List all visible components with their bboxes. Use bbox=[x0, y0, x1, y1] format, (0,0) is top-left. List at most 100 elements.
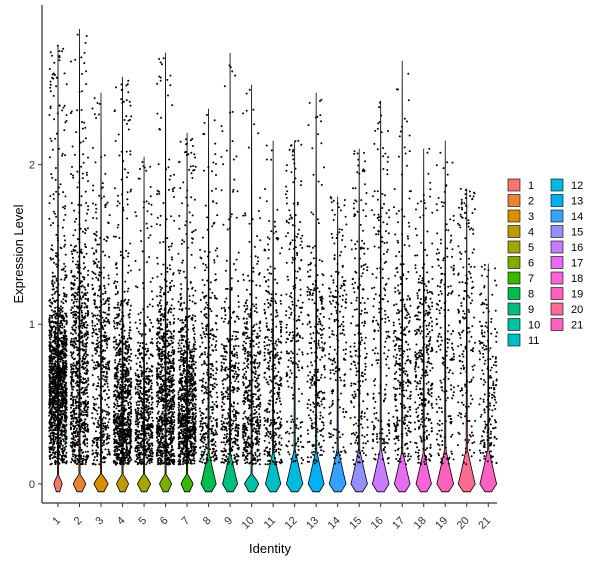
data-point bbox=[157, 426, 160, 429]
data-point bbox=[151, 277, 154, 280]
data-point bbox=[70, 363, 72, 366]
data-point bbox=[62, 315, 65, 318]
data-point bbox=[99, 346, 102, 349]
data-point bbox=[125, 360, 128, 363]
data-point bbox=[168, 458, 171, 461]
data-point bbox=[126, 415, 129, 418]
data-point bbox=[49, 437, 52, 439]
data-point bbox=[63, 446, 66, 449]
data-point bbox=[92, 327, 94, 330]
data-point bbox=[100, 420, 103, 423]
data-point bbox=[159, 337, 162, 340]
data-point bbox=[119, 463, 122, 466]
data-point bbox=[113, 460, 116, 463]
data-point bbox=[74, 249, 77, 252]
data-point bbox=[52, 257, 55, 260]
data-point bbox=[77, 376, 80, 378]
data-point bbox=[142, 346, 144, 349]
data-point bbox=[173, 186, 176, 189]
data-point bbox=[147, 432, 150, 435]
violin-17 bbox=[393, 60, 411, 493]
data-point bbox=[151, 305, 154, 308]
data-point bbox=[135, 438, 138, 441]
data-point bbox=[75, 310, 78, 313]
data-point bbox=[95, 230, 98, 233]
data-point bbox=[118, 360, 121, 363]
data-point bbox=[91, 341, 94, 344]
data-point bbox=[64, 154, 66, 157]
data-point bbox=[83, 409, 86, 411]
data-point bbox=[77, 349, 80, 352]
data-point bbox=[70, 382, 73, 385]
data-point bbox=[103, 383, 106, 386]
data-point bbox=[71, 326, 74, 329]
data-point bbox=[143, 377, 146, 380]
data-point bbox=[124, 168, 126, 171]
data-point bbox=[125, 449, 128, 452]
data-point bbox=[73, 275, 76, 278]
data-point bbox=[77, 307, 80, 310]
data-point bbox=[147, 405, 150, 408]
data-point bbox=[167, 94, 169, 97]
data-point bbox=[135, 435, 138, 438]
data-point bbox=[121, 372, 124, 374]
data-point bbox=[71, 364, 74, 367]
data-point bbox=[116, 273, 118, 276]
data-point bbox=[56, 455, 59, 458]
data-point bbox=[48, 359, 51, 362]
data-point bbox=[65, 323, 68, 326]
data-point bbox=[85, 174, 88, 176]
data-point bbox=[148, 427, 151, 430]
data-point bbox=[116, 380, 119, 383]
data-point bbox=[143, 449, 146, 452]
data-point bbox=[167, 245, 170, 248]
data-point bbox=[125, 115, 128, 118]
data-point bbox=[134, 431, 137, 434]
data-point bbox=[49, 418, 52, 421]
violin-16 bbox=[371, 100, 390, 493]
data-point bbox=[51, 249, 54, 252]
data-point bbox=[104, 206, 107, 209]
data-point bbox=[57, 401, 60, 404]
data-point bbox=[122, 160, 125, 163]
data-point bbox=[78, 355, 81, 357]
data-point bbox=[82, 413, 85, 416]
data-point bbox=[168, 358, 171, 361]
data-point bbox=[136, 369, 139, 372]
data-point bbox=[126, 191, 129, 194]
data-point bbox=[159, 288, 162, 291]
data-point bbox=[96, 333, 99, 336]
data-point bbox=[124, 387, 126, 390]
data-point bbox=[114, 327, 117, 330]
data-point bbox=[150, 403, 153, 406]
data-point bbox=[107, 366, 110, 369]
data-point bbox=[146, 424, 149, 427]
data-point bbox=[57, 377, 59, 380]
data-point bbox=[69, 427, 72, 430]
data-point bbox=[148, 394, 151, 397]
data-point bbox=[100, 461, 103, 464]
data-point bbox=[70, 308, 73, 311]
violin-4 bbox=[116, 76, 130, 493]
data-point bbox=[50, 309, 53, 312]
data-point bbox=[64, 405, 67, 408]
data-point bbox=[71, 446, 74, 449]
data-point bbox=[98, 354, 101, 357]
data-point bbox=[83, 428, 86, 431]
data-point bbox=[52, 397, 55, 400]
data-point bbox=[97, 375, 100, 378]
data-point bbox=[126, 438, 129, 441]
data-point bbox=[104, 254, 107, 257]
data-point bbox=[70, 365, 73, 368]
data-point bbox=[137, 442, 140, 445]
data-point bbox=[76, 443, 79, 446]
data-point bbox=[126, 217, 129, 220]
data-point bbox=[60, 410, 62, 413]
data-point bbox=[116, 367, 119, 370]
data-point bbox=[73, 425, 76, 428]
data-point bbox=[96, 266, 99, 268]
data-point bbox=[168, 422, 171, 425]
data-point bbox=[79, 348, 82, 351]
data-point bbox=[113, 429, 115, 432]
data-point bbox=[122, 314, 125, 317]
